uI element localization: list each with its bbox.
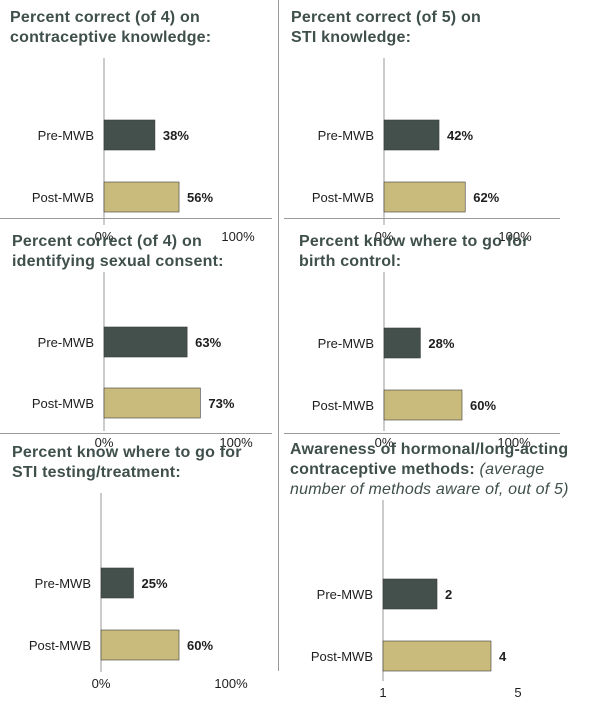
tick-label-min: 0%: [375, 229, 394, 244]
value-label: 73%: [208, 396, 234, 411]
value-label: 28%: [428, 336, 454, 351]
panel-birth-control: Percent know where to go for birth contr…: [299, 232, 569, 450]
tick-label-min: 0%: [92, 676, 111, 691]
row-divider-1-right: [284, 218, 560, 219]
tick-label-min: 0%: [375, 435, 394, 450]
panel-contraceptive-awareness: Awareness of hormonal/long-acting contra…: [290, 440, 595, 700]
bar-chart: Pre-MWB 38% Post-MWB 56% 0% 100%: [32, 58, 255, 244]
category-label: Pre-MWB: [38, 335, 94, 350]
value-label: 63%: [195, 335, 221, 350]
tick-label-min: 0%: [95, 229, 114, 244]
value-label: 25%: [142, 576, 168, 591]
row-divider-2: [0, 433, 272, 434]
panel-title-main: Awareness of hormonal/long-acting contra…: [290, 441, 569, 478]
panel-sti-testing: Percent know where to go for STI testing…: [12, 443, 277, 691]
center-divider: [278, 0, 279, 671]
category-label: Post-MWB: [32, 396, 94, 411]
value-label: 38%: [163, 128, 189, 143]
bar-post: [382, 640, 492, 672]
tick-label-min: 1: [379, 685, 386, 700]
category-label: Pre-MWB: [38, 128, 94, 143]
tick-label-max: 100%: [221, 229, 255, 244]
bar-post: [103, 181, 180, 213]
panel-title: Awareness of hormonal/long-acting contra…: [290, 440, 590, 500]
bar-pre: [103, 119, 156, 151]
bar-post: [100, 629, 180, 661]
bar-pre: [103, 326, 188, 358]
tick-label-max: 100%: [497, 435, 531, 450]
panel-subtitle: (average number of methods aware of, out…: [290, 461, 569, 498]
bar-pre: [383, 119, 440, 151]
category-label: Pre-MWB: [317, 587, 373, 602]
bar-chart: Pre-MWB 42% Post-MWB 62% 0% 100%: [312, 58, 532, 244]
value-label: 42%: [447, 128, 473, 143]
category-label: Post-MWB: [312, 190, 374, 205]
value-label: 60%: [470, 398, 496, 413]
bar-post: [383, 389, 463, 421]
value-label: 62%: [473, 190, 499, 205]
panel-title: Percent know where to go for birth contr…: [299, 233, 529, 270]
category-label: Pre-MWB: [318, 336, 374, 351]
bar-pre: [383, 327, 421, 359]
panel-contraceptive-knowledge: Percent correct (of 4) on contraceptive …: [10, 8, 275, 244]
bar-pre: [100, 567, 134, 599]
bar-pre: [382, 578, 438, 610]
value-label: 4: [499, 649, 507, 664]
row-divider-2-right: [284, 433, 560, 434]
row-divider-1: [0, 218, 272, 219]
value-label: 60%: [187, 638, 213, 653]
category-label: Post-MWB: [32, 190, 94, 205]
bar-post: [383, 181, 466, 213]
panel-sexual-consent: Percent correct (of 4) on identifying se…: [12, 232, 277, 450]
tick-label-max: 100%: [214, 676, 248, 691]
tick-label-max: 5: [514, 685, 521, 700]
category-label: Post-MWB: [312, 398, 374, 413]
panel-title: Percent know where to go for STI testing…: [12, 444, 242, 481]
tick-label-max: 100%: [219, 435, 253, 450]
panel-title: Percent correct (of 4) on identifying se…: [12, 233, 224, 270]
category-label: Pre-MWB: [35, 576, 91, 591]
value-label: 2: [445, 587, 452, 602]
category-label: Post-MWB: [29, 638, 91, 653]
bar-chart: Pre-MWB 2 Post-MWB 4 1 5: [311, 500, 522, 700]
category-label: Post-MWB: [311, 649, 373, 664]
value-label: 56%: [187, 190, 213, 205]
bar-chart: Pre-MWB 28% Post-MWB 60% 0% 100%: [312, 272, 531, 450]
tick-label-min: 0%: [95, 435, 114, 450]
panel-title: Percent correct (of 5) on STI knowledge:: [291, 9, 481, 46]
bar-post: [103, 387, 201, 419]
tick-label-max: 100%: [498, 229, 532, 244]
panel-title: Percent correct (of 4) on contraceptive …: [10, 9, 212, 46]
bar-chart: Pre-MWB 63% Post-MWB 73% 0% 100%: [32, 272, 253, 450]
category-label: Pre-MWB: [318, 128, 374, 143]
bar-chart: Pre-MWB 25% Post-MWB 60% 0% 100%: [29, 493, 248, 691]
panel-sti-knowledge: Percent correct (of 5) on STI knowledge:…: [291, 8, 561, 244]
